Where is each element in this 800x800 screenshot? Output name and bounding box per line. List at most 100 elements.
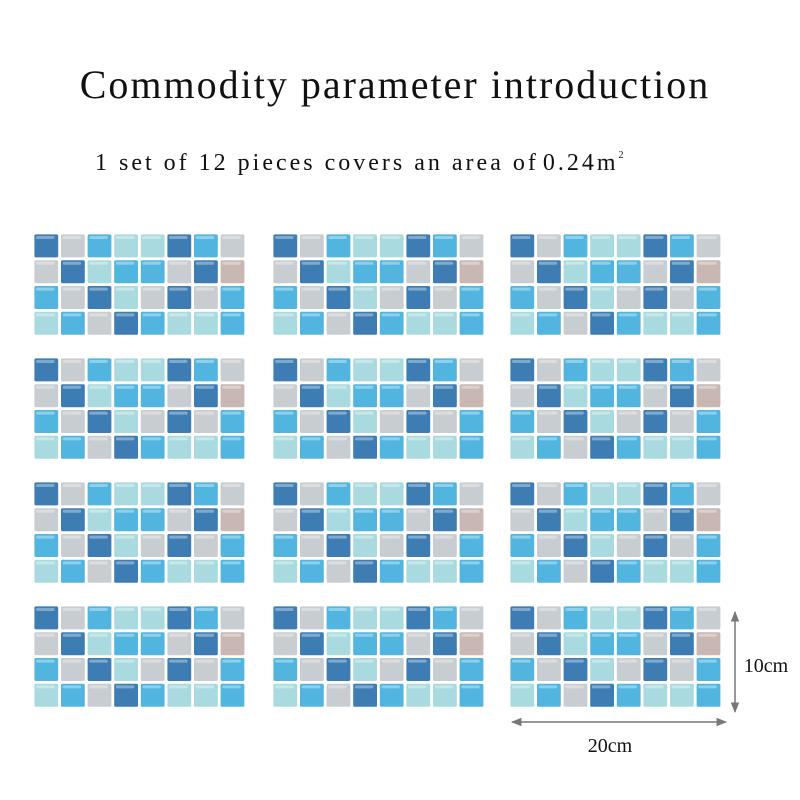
tile [272, 481, 299, 507]
tile-gloss [461, 659, 480, 663]
tile [166, 657, 193, 682]
tile [113, 383, 139, 408]
tile-gloss [591, 313, 611, 317]
tile-gloss [461, 685, 480, 689]
tile-gloss [275, 509, 294, 513]
tile-gloss [461, 313, 480, 317]
tile-gloss [89, 509, 108, 513]
tile-gloss [301, 411, 321, 415]
tile [219, 533, 246, 558]
tile [139, 631, 166, 656]
tile-gloss [115, 484, 135, 487]
tile-gloss [538, 360, 558, 363]
tile-gloss [408, 313, 427, 317]
tile-gloss [195, 659, 215, 663]
tile-gloss [115, 509, 135, 513]
tile [219, 683, 246, 708]
tile-gloss [461, 633, 480, 637]
tile-gloss [591, 360, 611, 363]
tile-gloss [671, 509, 691, 513]
tile [509, 285, 536, 310]
tile [33, 507, 60, 532]
tile-gloss [62, 535, 82, 539]
tile-gloss [671, 261, 691, 265]
tile [562, 559, 589, 584]
tile [695, 357, 722, 383]
tile-gloss [89, 633, 108, 637]
tile [509, 383, 536, 408]
tile [219, 285, 246, 310]
tile-gloss [354, 509, 374, 513]
tile-gloss [698, 236, 717, 239]
tile [60, 605, 86, 631]
tile-gloss [591, 608, 611, 611]
tile [458, 383, 485, 408]
tile [509, 259, 536, 284]
tile [589, 631, 615, 656]
tile [642, 434, 669, 460]
tile-gloss [461, 261, 480, 265]
tile [509, 409, 536, 434]
tile-gloss [354, 385, 374, 389]
tile-gloss [408, 484, 427, 487]
tile [113, 507, 139, 532]
subtitle-superscript: 2 [619, 150, 627, 161]
tile [272, 310, 299, 336]
tile [432, 559, 458, 584]
tile-gloss [698, 608, 717, 611]
tile-gloss [671, 561, 691, 565]
tile-gloss [222, 659, 241, 663]
tile-gloss [169, 659, 188, 663]
tile-gloss [565, 659, 584, 663]
tile-gloss [381, 659, 400, 663]
tile-gloss [222, 437, 241, 441]
tile [325, 310, 352, 336]
tile [60, 533, 86, 558]
tile [536, 357, 562, 383]
tile-gloss [301, 659, 321, 663]
tile [458, 310, 485, 336]
tile-gloss [671, 437, 691, 441]
tile-gloss [565, 484, 584, 487]
tile [536, 559, 562, 584]
tile [509, 533, 536, 558]
tile-gloss [354, 236, 374, 239]
tile-gloss [275, 685, 294, 689]
tile-gloss [671, 484, 691, 487]
tile [272, 285, 299, 310]
tile [86, 383, 113, 408]
tile [669, 310, 695, 336]
tile-gloss [354, 411, 374, 415]
tile [562, 683, 589, 708]
tile [536, 657, 562, 682]
tile-gloss [565, 287, 584, 291]
tile [562, 409, 589, 434]
tile-gloss [671, 385, 691, 389]
tile-gloss [301, 287, 321, 291]
tile-gloss [169, 287, 188, 291]
tile-gloss [671, 608, 691, 611]
tile [86, 233, 113, 259]
tile-gloss [408, 385, 427, 389]
tile-gloss [142, 236, 161, 239]
tile-gloss [115, 608, 135, 611]
tile-gloss [381, 385, 400, 389]
tile [509, 559, 536, 584]
tile-gloss [512, 437, 531, 441]
tile-gloss [434, 313, 454, 317]
tile-gloss [301, 633, 321, 637]
tile-gloss [62, 437, 82, 441]
tile [193, 233, 219, 259]
tile-gloss [275, 535, 294, 539]
tile [669, 357, 695, 383]
tile-gloss [645, 484, 664, 487]
tile-gloss [328, 236, 347, 239]
tile [642, 533, 669, 558]
tile-gloss [62, 385, 82, 389]
tile-gloss [36, 608, 55, 611]
tile [86, 259, 113, 284]
tile [509, 310, 536, 336]
tile-gloss [381, 411, 400, 415]
tile [616, 657, 642, 682]
tile [589, 683, 615, 708]
